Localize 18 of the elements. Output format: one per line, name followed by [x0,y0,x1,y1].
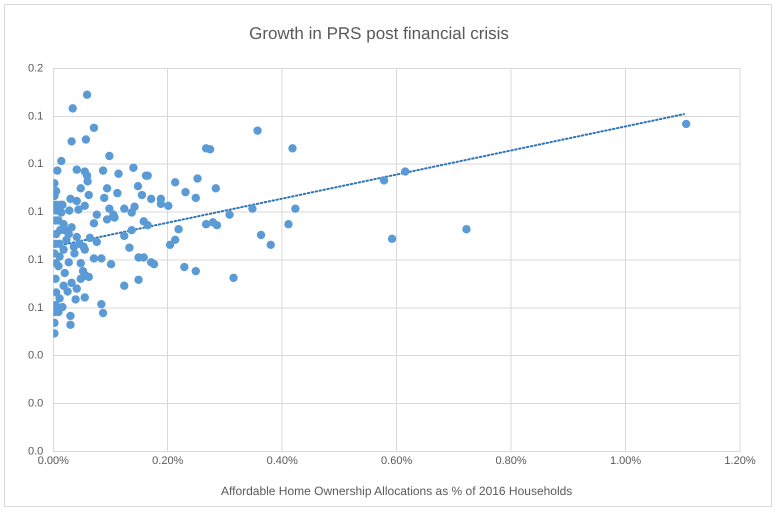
x-tick-label: 0.60% [381,455,412,468]
y-tick-label: 0.1 [28,254,44,266]
x-tick-label: 0.20% [152,455,184,468]
x-tick-label: 0.80% [495,455,527,468]
x-axis-title: Affordable Home Ownership Allocations as % of 2016 Households [220,484,572,498]
x-tick-label: 0.40% [266,455,298,468]
x-tick-label: 1.00% [610,455,642,468]
x-tick-label: 0.00% [38,455,70,468]
y-tick-label: 0.0 [28,445,44,458]
y-tick-label: 0.1 [28,110,44,122]
y-tick-label: 0.1 [28,206,44,218]
x-tick-label: 1.20% [724,455,756,468]
chart-title: Growth in PRS post financial crisis [249,24,509,43]
y-tick-label: 0.0 [28,350,44,362]
y-tick-label: 0.2 [28,62,44,74]
y-tick-label: 0.1 [28,302,44,314]
y-tick-label: 0.0 [28,398,44,410]
y-tick-label: 0.1 [28,158,44,170]
